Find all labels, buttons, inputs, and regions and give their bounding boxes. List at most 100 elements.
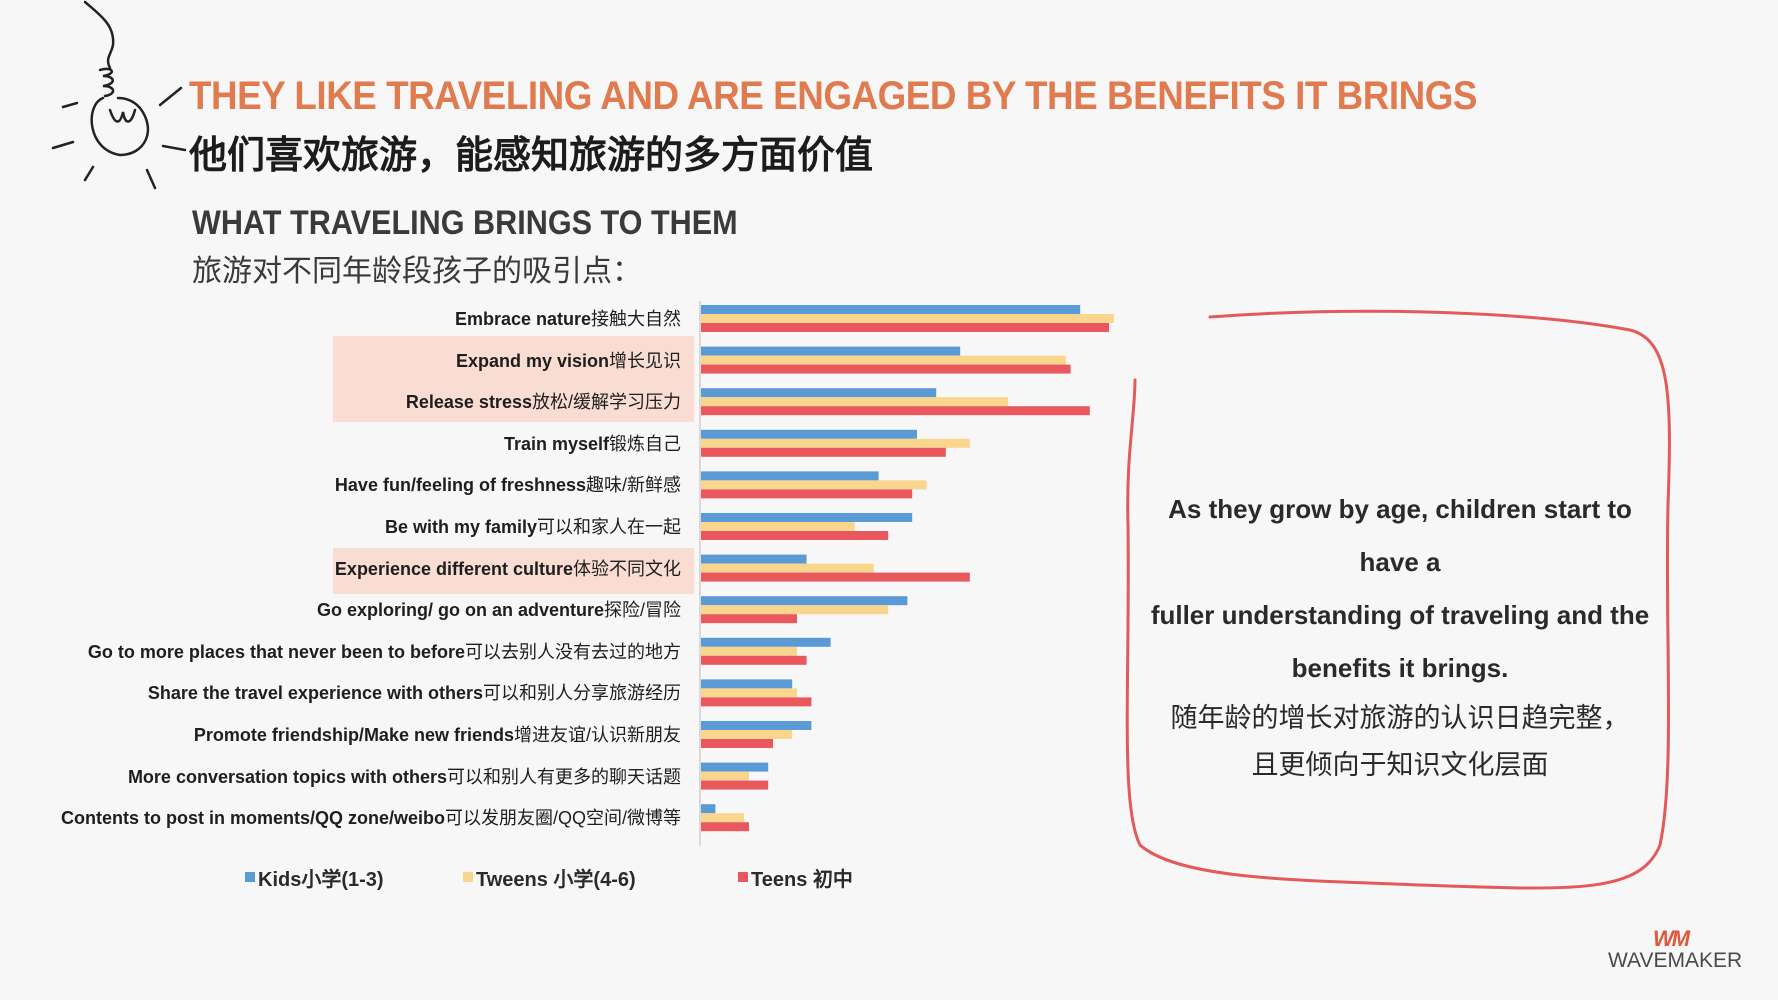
category-label-en: Go to more places that never been to bef…	[87, 641, 465, 662]
legend-label-teens: Teens 初中	[751, 869, 853, 891]
legend-kids: Kids小学(1-3)	[245, 863, 384, 892]
category-label: Embrace nature接触大自然	[40, 307, 681, 331]
category-label: Share the travel experience with others可…	[40, 681, 681, 705]
bar-kids-1	[701, 346, 961, 356]
category-label: Experience different culture体验不同文化	[40, 557, 681, 581]
category-label-cn: 可以发朋友圈/QQ空间/微博等	[444, 808, 681, 829]
bar-tweens-12	[701, 813, 745, 823]
category-label: Have fun/feeling of freshness趣味/新鲜感	[40, 473, 681, 497]
category-label: More conversation topics with others可以和别…	[40, 765, 681, 789]
callout-line-en-2: fuller understanding of traveling and th…	[1150, 600, 1650, 630]
category-label-cn: 可以和家人在一起	[537, 517, 681, 537]
category-label-cn: 放松/缓解学习压力	[531, 392, 681, 413]
logo-mark: WM	[1652, 926, 1690, 951]
category-label-en: Be with my family	[384, 517, 537, 537]
callout-line-cn-2: 且更倾向于知识文化层面	[1251, 750, 1549, 780]
bar-tweens-2	[701, 397, 1009, 407]
page-title-cn: 他们喜欢旅游，能感知旅游的多方面价值	[189, 135, 874, 177]
category-label: Contents to post in moments/QQ zone/weib…	[40, 806, 681, 830]
category-label-en: More conversation topics with others	[127, 766, 447, 787]
legend-teens: Teens 初中	[738, 863, 853, 892]
logo-text: WAVEMAKER	[1608, 949, 1743, 972]
bar-teens-1	[701, 364, 1071, 374]
callout-line-en-1: As they grow by age, children start to h…	[1168, 494, 1632, 577]
bar-kids-3	[701, 429, 917, 439]
bar-teens-0	[701, 323, 1109, 332]
category-label-cn: 趣味/新鲜感	[585, 475, 681, 496]
bar-tweens-9	[701, 688, 797, 698]
callout-text: As they grow by age, children start to h…	[1140, 483, 1660, 789]
bar-teens-11	[701, 780, 769, 790]
bar-teens-9	[701, 697, 812, 707]
category-label-cn: 增进友谊/认识新朋友	[513, 725, 681, 745]
lightbulb-icon	[51, 0, 187, 190]
category-label: Go to more places that never been to bef…	[40, 640, 681, 664]
legend-tweens: Tweens 小学(4-6)	[463, 863, 636, 892]
category-label: Release stress放松/缓解学习压力	[40, 390, 681, 414]
bar-kids-0	[701, 305, 1081, 314]
bar-teens-3	[701, 447, 946, 457]
bar-tweens-3	[701, 438, 970, 448]
category-label: Train myself锻炼自己	[40, 432, 681, 456]
page-title: THEY LIKE TRAVELING AND ARE ENGAGED BY T…	[189, 74, 1477, 118]
category-label-en: Release stress	[405, 392, 532, 413]
bar-kids-8	[701, 637, 831, 647]
category-label-en: Have fun/feeling of freshness	[334, 475, 586, 496]
callout-frame	[1125, 309, 1671, 890]
bar-kids-6	[701, 554, 807, 564]
legend-swatch-teens	[738, 872, 748, 882]
chart-title-cn: 旅游对不同年龄段孩子的吸引点：	[192, 255, 642, 288]
category-label-en: Go exploring/ go on an adventure	[316, 600, 604, 621]
category-label-en: Embrace nature	[454, 309, 591, 329]
legend-label-kids: Kids小学(1-3)	[258, 869, 384, 891]
bar-kids-2	[701, 388, 937, 398]
category-label-en: Expand my vision	[455, 350, 609, 371]
wavemaker-logo: WM WAVEMAKER	[1608, 926, 1743, 972]
category-label-cn: 可以和别人有更多的聊天话题	[447, 766, 681, 787]
bar-teens-10	[701, 739, 773, 748]
bar-tweens-11	[701, 771, 749, 781]
bar-tweens-8	[701, 646, 797, 656]
category-label-en: Share the travel experience with others	[147, 683, 483, 704]
category-label: Go exploring/ go on an adventure探险/冒险	[40, 598, 681, 622]
bar-kids-9	[701, 679, 793, 689]
category-label-cn: 体验不同文化	[573, 558, 681, 579]
bar-tweens-5	[701, 522, 855, 531]
callout-line-en-3: benefits it brings.	[1291, 653, 1509, 683]
bar-teens-7	[701, 614, 797, 624]
bar-teens-4	[701, 489, 913, 499]
bar-kids-4	[701, 471, 879, 481]
chart-title: WHAT TRAVELING BRINGS TO THEM	[192, 204, 738, 242]
category-label-cn: 接触大自然	[591, 309, 681, 329]
category-label: Be with my family可以和家人在一起	[40, 515, 681, 539]
bar-kids-7	[701, 596, 908, 606]
bar-tweens-0	[701, 314, 1114, 323]
category-label-en: Contents to post in moments/QQ zone/weib…	[60, 808, 445, 829]
legend-label-tweens: Tweens 小学(4-6)	[476, 869, 636, 891]
bar-teens-2	[701, 406, 1090, 416]
bar-kids-10	[701, 721, 812, 730]
bar-teens-5	[701, 531, 889, 540]
category-label-cn: 可以和别人分享旅游经历	[483, 683, 681, 704]
legend-swatch-kids	[245, 872, 255, 882]
bar-tweens-7	[701, 605, 889, 615]
category-label-cn: 锻炼自己	[609, 433, 681, 454]
highlight-band	[333, 336, 694, 422]
bar-kids-11	[701, 762, 769, 772]
bar-kids-12	[701, 804, 716, 814]
category-label: Expand my vision增长见识	[40, 349, 681, 373]
category-label-cn: 探险/冒险	[603, 600, 681, 621]
bar-kids-5	[701, 513, 913, 522]
category-label-en: Promote friendship/Make new friends	[193, 725, 514, 745]
legend-swatch-tweens	[463, 872, 473, 882]
highlight-band	[333, 548, 694, 594]
category-label-en: Experience different culture	[334, 558, 573, 579]
category-label-cn: 增长见识	[609, 350, 681, 371]
bar-teens-12	[701, 822, 749, 832]
bar-teens-6	[701, 572, 970, 582]
bar-tweens-10	[701, 730, 793, 739]
callout-line-cn-1: 随年龄的增长对旅游的认识日趋完整，	[1170, 703, 1630, 733]
category-label-cn: 可以去别人没有去过的地方	[465, 641, 681, 662]
bar-teens-8	[701, 655, 807, 665]
